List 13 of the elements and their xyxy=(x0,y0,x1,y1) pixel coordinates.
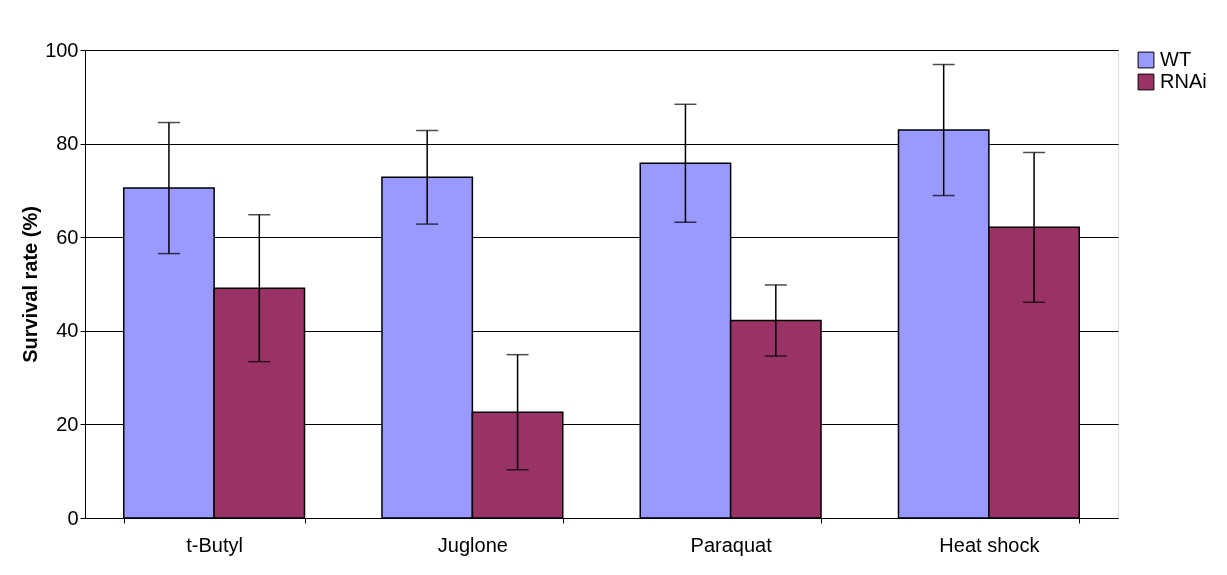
y-tick-label: 20 xyxy=(56,412,79,435)
x-tick-label: Juglone xyxy=(437,533,508,556)
y-tick-label: 80 xyxy=(56,132,79,155)
x-tick-label: t-Butyl xyxy=(186,533,243,556)
legend-label: WT xyxy=(1160,48,1192,70)
legend-label: RNAi xyxy=(1160,70,1207,92)
y-axis-title: Survival rate (%) xyxy=(19,206,42,363)
y-tick-label: 40 xyxy=(56,319,79,342)
x-tick-label: Paraquat xyxy=(690,533,773,556)
y-tick-label: 60 xyxy=(56,225,79,248)
x-tick-label: Heat shock xyxy=(939,533,1041,556)
y-tick-label: 100 xyxy=(45,38,79,61)
y-tick-label: 0 xyxy=(67,506,79,529)
